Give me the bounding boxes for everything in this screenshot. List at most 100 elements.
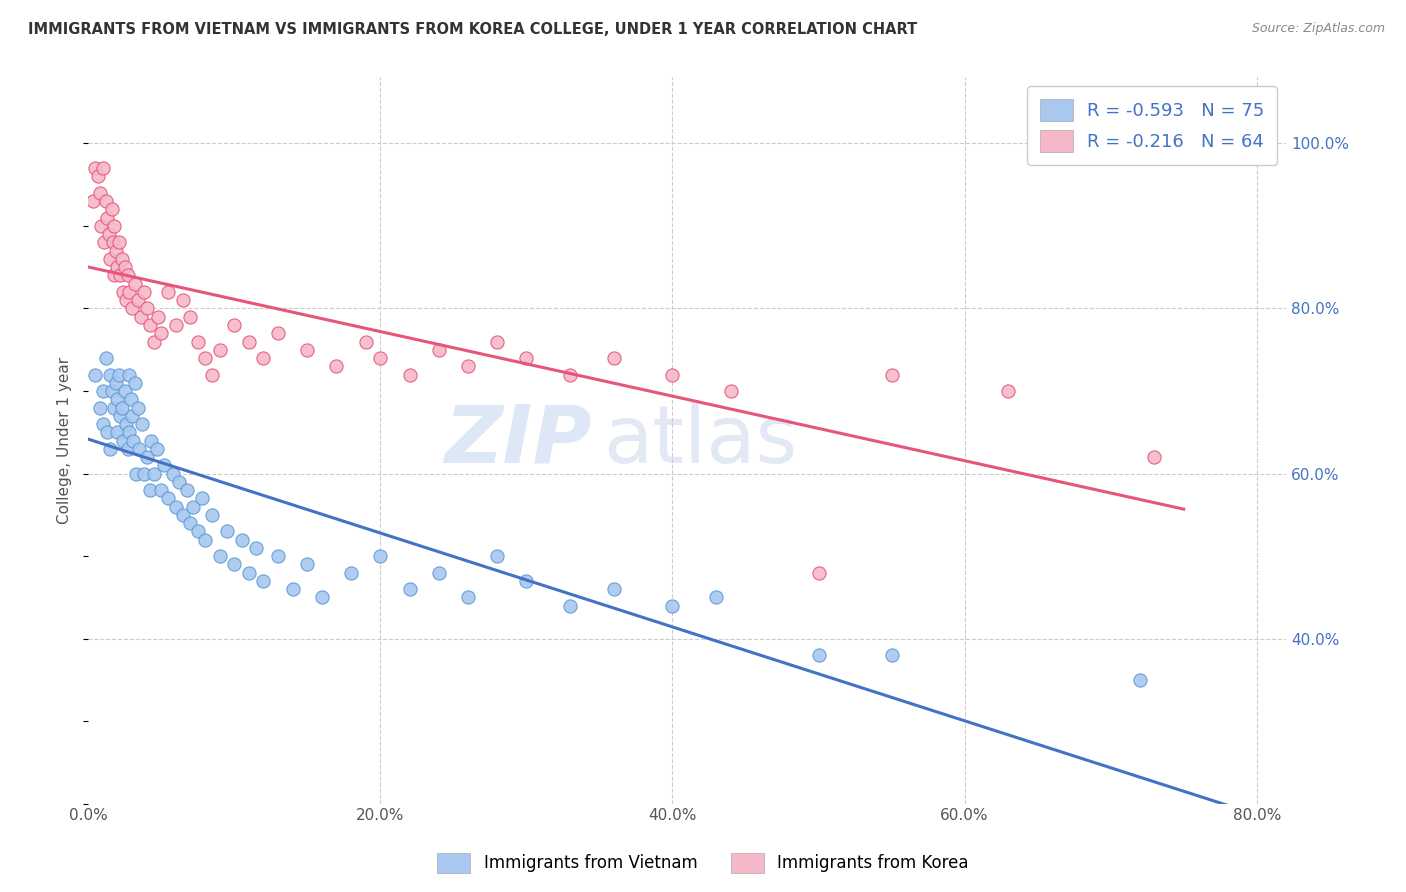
Point (118, 368, 141, 382)
Point (201, 508, 224, 522)
Point (427, 566, 450, 580)
Point (104, 244, 127, 258)
Point (208, 549, 231, 563)
Point (100, 384, 122, 398)
Point (457, 591, 479, 605)
Point (142, 467, 165, 481)
Point (179, 310, 201, 324)
Point (115, 293, 138, 308)
Point (94, 351, 117, 365)
Point (167, 475, 190, 489)
Point (91, 384, 114, 398)
Point (187, 524, 209, 539)
Text: Source: ZipAtlas.com: Source: ZipAtlas.com (1251, 22, 1385, 36)
Point (515, 574, 537, 588)
Point (603, 582, 626, 596)
Point (89, 186, 111, 200)
Point (267, 549, 290, 563)
Point (91, 417, 114, 431)
Point (139, 434, 162, 448)
Point (194, 351, 217, 365)
Point (132, 285, 155, 299)
Point (157, 285, 180, 299)
Point (661, 368, 683, 382)
Point (91, 161, 114, 176)
Point (191, 491, 214, 506)
Point (114, 260, 136, 275)
Point (325, 359, 347, 374)
Point (153, 458, 176, 473)
Point (108, 235, 131, 250)
Point (129, 310, 152, 324)
Point (98, 368, 121, 382)
Point (238, 334, 260, 349)
Point (165, 500, 187, 514)
Point (118, 285, 141, 299)
Point (281, 582, 304, 596)
Point (131, 417, 153, 431)
Point (122, 434, 145, 448)
Point (127, 401, 149, 415)
Point (105, 425, 128, 440)
Point (103, 401, 125, 415)
Point (89, 401, 111, 415)
Point (105, 392, 128, 407)
Point (311, 591, 333, 605)
Point (245, 541, 267, 555)
Text: atlas: atlas (603, 401, 797, 480)
Point (100, 202, 122, 217)
Point (96, 425, 118, 440)
Point (146, 442, 169, 456)
Point (127, 293, 149, 308)
Point (98, 442, 121, 456)
Point (297, 558, 319, 572)
Point (720, 384, 742, 398)
Point (176, 483, 198, 497)
Point (183, 500, 205, 514)
Point (103, 219, 125, 233)
Point (880, 648, 903, 662)
Point (398, 582, 420, 596)
Legend: Immigrants from Vietnam, Immigrants from Korea: Immigrants from Vietnam, Immigrants from… (430, 847, 976, 880)
Point (880, 368, 903, 382)
Point (368, 351, 391, 365)
Point (486, 549, 509, 563)
Point (354, 334, 377, 349)
Point (1129, 673, 1152, 687)
Point (117, 442, 139, 456)
Point (704, 591, 727, 605)
Point (807, 566, 830, 580)
Point (252, 351, 274, 365)
Point (114, 384, 136, 398)
Point (101, 235, 124, 250)
Text: IMMIGRANTS FROM VIETNAM VS IMMIGRANTS FROM KOREA COLLEGE, UNDER 1 YEAR CORRELATI: IMMIGRANTS FROM VIETNAM VS IMMIGRANTS FR… (28, 22, 917, 37)
Point (807, 648, 830, 662)
Point (398, 368, 420, 382)
Point (117, 268, 139, 283)
Point (125, 467, 148, 481)
Point (267, 326, 290, 341)
Point (132, 467, 155, 481)
Point (97, 227, 120, 242)
Point (87, 169, 110, 184)
Point (194, 533, 217, 547)
Point (148, 310, 170, 324)
Point (111, 401, 134, 415)
Point (997, 384, 1019, 398)
Text: ZIP: ZIP (444, 401, 592, 480)
Point (98, 252, 121, 266)
Point (103, 268, 125, 283)
Point (560, 599, 582, 613)
Point (105, 260, 128, 275)
Point (603, 351, 626, 365)
Point (138, 318, 160, 332)
Point (238, 566, 260, 580)
Point (138, 483, 160, 497)
Point (108, 368, 131, 382)
Point (427, 343, 450, 357)
Point (121, 409, 143, 423)
Point (121, 301, 143, 316)
Point (162, 467, 184, 481)
Point (486, 334, 509, 349)
Point (110, 409, 132, 423)
